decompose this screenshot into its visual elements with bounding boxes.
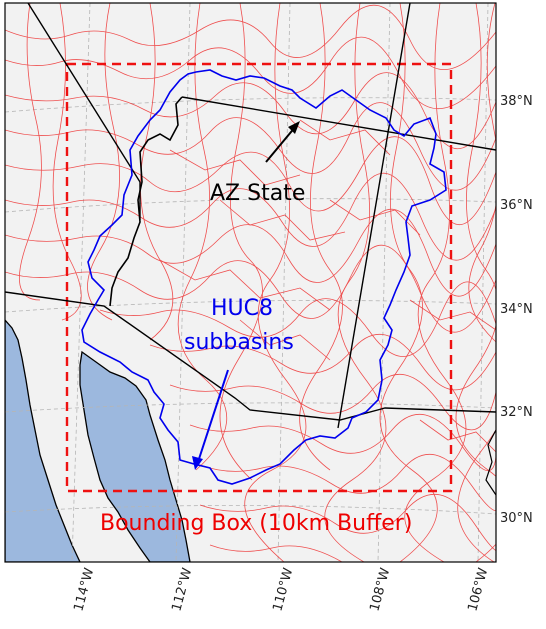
huc8-network (5, 3, 496, 562)
map-border (4, 2, 497, 563)
huc8-label-line1: HUC8 (211, 296, 273, 321)
az-state-arrow (265, 121, 300, 163)
huc8-label-line2: subbasins (184, 330, 294, 355)
arizona-west-border (109, 96, 183, 307)
huc8-arrow (192, 369, 229, 470)
lon-tick-108: 108°W (367, 566, 393, 613)
ocean-pacific (5, 319, 81, 562)
coast-details (485, 429, 496, 496)
lat-tick-36: 36°N (500, 198, 533, 213)
lon-tick-114: 114°W (71, 566, 97, 613)
lat-tick-34: 34°N (500, 302, 533, 317)
lon-tick-106: 106°W (465, 566, 491, 613)
huc8-basin-outline (81, 69, 447, 485)
lon-tick-110: 110°W (270, 566, 296, 613)
bounding-box-label: Bounding Box (10km Buffer) (100, 511, 412, 536)
lat-tick-30: 30°N (500, 511, 533, 526)
lon-tick-112: 112°W (169, 566, 195, 613)
lat-tick-32: 32°N (500, 405, 533, 420)
map-panel (5, 3, 496, 562)
az-state-label: AZ State (210, 181, 305, 206)
lat-tick-38: 38°N (500, 94, 533, 109)
ocean-gulf-of-california (79, 350, 191, 562)
state-borders (5, 3, 496, 429)
